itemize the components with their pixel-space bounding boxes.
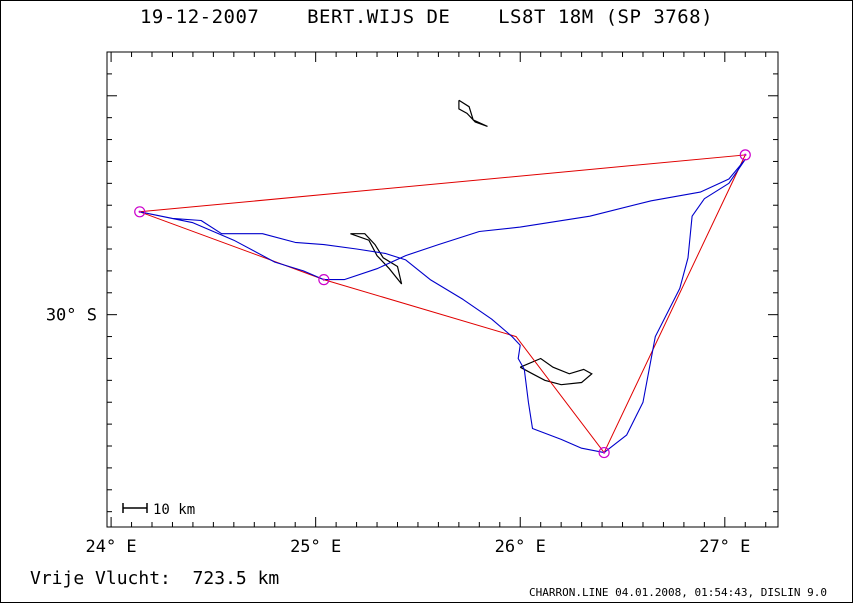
turnpoint-center — [323, 278, 325, 280]
task-route-line — [140, 155, 746, 453]
river-lines — [350, 100, 591, 385]
x-tick-label: 27° E — [699, 537, 750, 557]
river-line — [459, 100, 488, 126]
x-tick-label: 26° E — [495, 537, 546, 557]
turnpoint-center — [603, 451, 605, 453]
turnpoint-markers — [135, 150, 751, 458]
credit-label: CHARRON.LINE 04.01.2008, 01:54:43, DISLI… — [529, 586, 827, 599]
river-line — [350, 234, 401, 284]
y-tick-label: 30° S — [46, 306, 97, 326]
turnpoint-center — [744, 154, 746, 156]
turnpoint-center — [139, 211, 141, 213]
scale-bar: 10 km — [123, 502, 195, 518]
axis-ticks — [107, 52, 778, 527]
distance-label: Vrije Vlucht: 723.5 km — [30, 568, 279, 589]
scale-bar-label: 10 km — [153, 502, 195, 518]
task-route — [140, 155, 746, 453]
x-tick-label: 24° E — [85, 537, 136, 557]
river-line — [520, 359, 592, 385]
x-tick-label: 25° E — [290, 537, 341, 557]
axis-tick-labels: 24° E 25° E 26° E 27° E 30° S — [46, 306, 751, 557]
plot-frame — [107, 52, 778, 527]
